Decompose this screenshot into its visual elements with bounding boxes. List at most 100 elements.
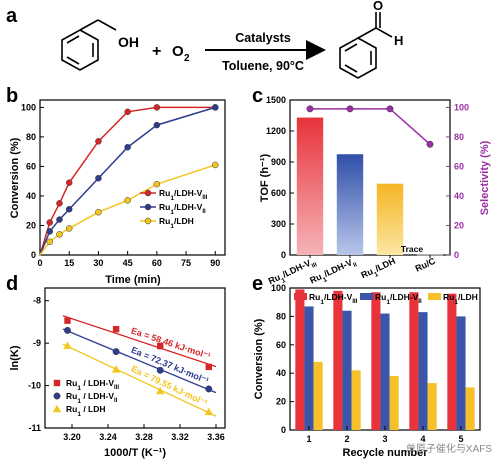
d-data-point <box>112 348 120 356</box>
c-left-tick-label: 900 <box>271 157 286 167</box>
c-selectivity-point <box>346 105 354 113</box>
d-data-point <box>157 342 164 350</box>
e-conversion-bar <box>418 312 428 430</box>
d-x-tick-label: 3.24 <box>99 432 117 442</box>
e-conversion-bar <box>304 306 314 430</box>
d-legend-label: Ru1 / LDH <box>66 404 106 418</box>
panel-label-c: c <box>252 85 263 107</box>
e-y-tick-label: 0 <box>281 425 286 435</box>
b-x-tick-label: 30 <box>93 258 103 268</box>
trace-annotation: Trace <box>401 244 423 254</box>
e-conversion-bar <box>380 313 390 430</box>
b-data-point <box>95 208 102 216</box>
d-data-point <box>64 326 71 334</box>
b-x-tick-label: 75 <box>181 258 191 268</box>
e-legend-swatch <box>360 293 373 300</box>
b-y-tick-label: 60 <box>26 161 36 171</box>
c-tof-bar <box>296 117 324 255</box>
product-oxygen-label: O <box>373 0 383 13</box>
e-y-tick-label: 100 <box>271 283 286 293</box>
e-conversion-bar <box>313 361 323 430</box>
e-x-tick-label: 4 <box>420 434 425 444</box>
c-right-tick-label: 20 <box>454 220 464 230</box>
b-x-tick-label: 0 <box>37 258 42 268</box>
b-data-point <box>46 238 53 245</box>
benzaldehyde-structure <box>339 12 393 79</box>
b-data-point <box>153 104 161 111</box>
d-x-tick-label: 3.36 <box>207 432 225 442</box>
b-legend-marker <box>144 189 152 197</box>
b-data-point <box>46 219 53 226</box>
d-y-tick-label: -10 <box>28 381 41 391</box>
catalyst-label: Catalysts <box>235 31 291 45</box>
b-x-tick-label: 90 <box>210 258 220 268</box>
e-conversion-bar <box>342 310 352 430</box>
c-category-label: Ru1/LDH-VII <box>308 256 358 289</box>
c-left-tick-label: 300 <box>271 219 286 229</box>
e-conversion-bar <box>389 376 399 430</box>
reaction-scheme: OH + O 2 Catalysts Toluene, 90°C O H <box>61 0 403 79</box>
c-left-tick-label: 1200 <box>266 126 286 136</box>
c-right-tick-label: 80 <box>454 132 464 142</box>
c-right-tick-label: 100 <box>454 102 469 112</box>
d-data-point <box>111 365 121 373</box>
d-fit-line <box>62 315 217 368</box>
e-legend-swatch <box>428 293 441 300</box>
b-data-point <box>56 231 63 238</box>
e-y-axis-title: Conversion (%) <box>253 318 265 399</box>
e-conversion-bar <box>456 316 466 430</box>
d-legend-marker <box>52 404 62 413</box>
e-conversion-bar <box>351 370 361 430</box>
d-x-tick-label: 3.28 <box>135 432 153 442</box>
b-data-point <box>153 121 161 129</box>
e-x-tick-label: 5 <box>458 434 463 444</box>
e-y-tick-label: 60 <box>276 340 286 350</box>
d-fit-line <box>62 343 217 417</box>
c-selectivity-point <box>306 105 314 113</box>
d-x-tick-label: 3.20 <box>63 432 81 442</box>
b-data-point <box>56 200 63 207</box>
b-series-line <box>39 106 216 256</box>
b-x-tick-label: 15 <box>64 258 74 268</box>
c-selectivity-point <box>426 140 434 148</box>
c-selectivity-point <box>386 105 394 113</box>
b-y-tick-label: 0 <box>31 250 36 260</box>
e-legend-swatch <box>294 293 307 300</box>
b-x-axis-title: Time (min) <box>105 274 161 286</box>
c-tof-bar <box>336 154 364 255</box>
b-y-tick-label: 20 <box>26 220 36 230</box>
d-legend-marker <box>53 379 61 387</box>
panel-label-e: e <box>252 273 263 295</box>
c-right-tick-label: 60 <box>454 161 464 171</box>
b-x-tick-label: 60 <box>152 258 162 268</box>
b-data-point <box>65 225 73 232</box>
e-legend-label: Ru1/LDH <box>443 292 478 306</box>
b-data-point <box>212 161 219 169</box>
b-data-point <box>65 179 73 186</box>
c-category-label: Ru/C <box>414 256 438 274</box>
d-data-point <box>64 317 71 324</box>
e-legend-label: Ru1/LDH-VIII <box>309 292 358 306</box>
d-data-point <box>156 366 164 374</box>
plot-frame-b <box>39 99 226 256</box>
b-data-point <box>153 180 161 188</box>
b-legend-label: Ru1/LDH-VIII <box>159 188 208 202</box>
e-conversion-bar <box>295 289 305 430</box>
plot-frame-d <box>44 287 226 429</box>
b-y-tick-label: 100 <box>21 102 36 112</box>
d-y-tick-label: -9 <box>33 338 41 348</box>
c-category-label: Ru1/LDH <box>359 256 398 284</box>
e-y-tick-label: 80 <box>276 311 286 321</box>
b-legend-marker <box>144 217 152 225</box>
b-data-point <box>65 205 73 213</box>
d-legend-label: Ru1 / LDH-VII <box>66 391 118 405</box>
c-tof-bar <box>376 183 404 255</box>
b-y-tick-label: 80 <box>26 132 36 142</box>
d-legend-label: Ru1 / LDH-VIII <box>66 378 119 392</box>
e-x-tick-label: 1 <box>306 434 311 444</box>
b-legend-label: Ru1/LDH <box>159 216 194 230</box>
c-right-axis-title: Selectivity (%) <box>479 140 491 215</box>
b-data-point <box>46 228 53 235</box>
